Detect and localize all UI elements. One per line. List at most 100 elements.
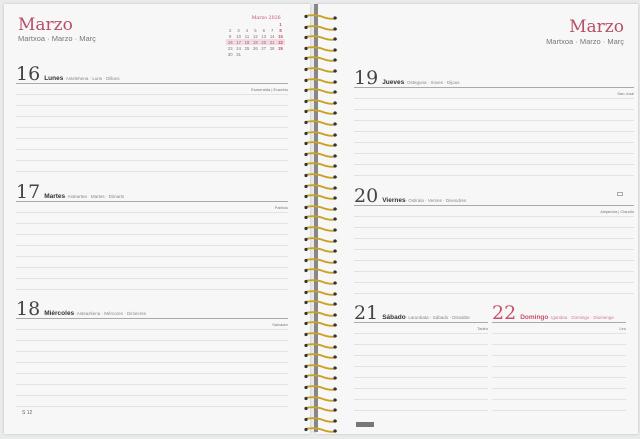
writing-line (16, 373, 288, 374)
spiral-ring (303, 19, 339, 31)
writing-line (16, 289, 288, 290)
calendar-day: 28 (269, 45, 275, 51)
day-header: 22 Domingo· Igandea · Domingo · Diumenge (492, 303, 614, 324)
day-name-translations: · Larunbata · Sábado · Dissabte (405, 315, 470, 320)
day-name-translations: · Igandea · Domingo · Diumenge (548, 315, 614, 320)
writing-line (354, 120, 634, 121)
day-underline (16, 201, 288, 202)
day-number: 18 (16, 298, 41, 320)
spiral-ring (303, 40, 339, 52)
spiral-ring (303, 400, 339, 412)
spiral-ring (303, 368, 339, 381)
spiral-ring (303, 220, 339, 232)
day-header: 20 Viernes· Ostirala · Venres · Divendres (354, 186, 466, 207)
spiral-ring (303, 199, 339, 211)
calendar-day: 1 (279, 21, 282, 27)
writing-line (16, 329, 288, 330)
writing-line (492, 344, 626, 345)
day-name-translations: · Asteartea · Martes · Dimarts (65, 194, 125, 199)
writing-line (354, 153, 634, 154)
spiral-ring (303, 326, 339, 338)
day-underline (354, 87, 634, 88)
writing-line (16, 149, 288, 150)
calendar-day: 12 (253, 33, 258, 39)
saint-names: Salvador (272, 322, 288, 327)
spiral-ring (303, 103, 339, 116)
day-name: Lunes (44, 75, 64, 82)
writing-line (16, 267, 288, 268)
spiral-ring (303, 241, 339, 253)
writing-line (354, 355, 488, 356)
writing-line (492, 355, 626, 356)
day-underline (492, 322, 626, 323)
spiral-ring (303, 114, 339, 126)
writing-line (16, 340, 288, 341)
day-name: Sábado (382, 314, 406, 321)
day-number: 20 (354, 185, 379, 207)
right-page: Marzo Martxoa · Marzo · Març 19 Jueves· O… (316, 4, 638, 434)
day-underline (354, 205, 634, 206)
calendar-day: 31 (236, 51, 241, 57)
writing-line (16, 105, 288, 106)
calendar-day: 27 (261, 45, 267, 51)
day-name-translations: · Asteazkena · Mércores · Dimecres (74, 311, 146, 316)
saint-names: Esmeralda | Eusebio (251, 87, 288, 92)
spiral-ring (303, 347, 339, 359)
writing-line (354, 216, 634, 217)
writing-line (492, 366, 626, 367)
mini-calendar-title: Marzo 2026 (251, 16, 281, 21)
writing-line (16, 245, 288, 246)
spiral-ring (303, 358, 339, 370)
day-number: 16 (16, 63, 41, 85)
writing-line (354, 333, 488, 334)
writing-line (492, 410, 626, 411)
calendar-day: 4 (245, 27, 249, 33)
day-header: 17 Martes· Asteartea · Martes · Dimarts (16, 182, 124, 203)
calendar-day: 24 (236, 45, 241, 51)
writing-line (16, 223, 288, 224)
calendar-day: 22 (276, 39, 285, 45)
spiral-ring (303, 125, 339, 137)
writing-line (354, 164, 634, 165)
calendar-day: 10 (236, 33, 241, 39)
spiral-ring (303, 273, 339, 285)
calendar-day: 9 (229, 33, 232, 39)
spiral-ring (303, 294, 339, 306)
writing-line (16, 160, 288, 161)
writing-line (354, 377, 488, 378)
calendar-day: 5 (254, 27, 257, 33)
calendar-day: 30 (227, 51, 233, 57)
calendar-week: 9 10 11 12 13 14 15 (226, 33, 285, 39)
writing-line (354, 109, 634, 110)
writing-line (16, 127, 288, 128)
spiral-ring (303, 284, 339, 296)
writing-line (354, 399, 488, 400)
day-number: 17 (16, 181, 41, 203)
spiral-ring (303, 82, 339, 94)
writing-line (354, 410, 488, 411)
saint-names: Leo (619, 326, 626, 331)
day-name: Domingo (520, 314, 549, 321)
calendar-week: 30 31 (226, 51, 285, 57)
spiral-ring (303, 390, 339, 402)
calendar-day: 29 (278, 45, 283, 51)
day-number: 19 (354, 67, 379, 89)
day-name-translations: · Osteguna · Xoves · Dijous (404, 80, 460, 85)
day-name-translations: · Ostirala · Venres · Divendres (405, 198, 467, 203)
writing-line (492, 333, 626, 334)
calendar-day: 8 (279, 27, 282, 33)
calendar-day (243, 51, 251, 57)
calendar-day: 13 (261, 33, 267, 39)
writing-line (16, 234, 288, 235)
spiral-ring (303, 61, 339, 73)
spiral-ring (303, 50, 339, 63)
writing-line (16, 94, 288, 95)
calendar-day: 25 (244, 45, 250, 51)
day-name: Jueves (382, 79, 405, 86)
month-title: Marzo (18, 15, 73, 35)
day-header: 16 Lunes· Astelehena · Luns · Dilluns (16, 64, 120, 85)
calendar-day (268, 51, 276, 57)
writing-line (354, 344, 488, 345)
writing-line (16, 212, 288, 213)
